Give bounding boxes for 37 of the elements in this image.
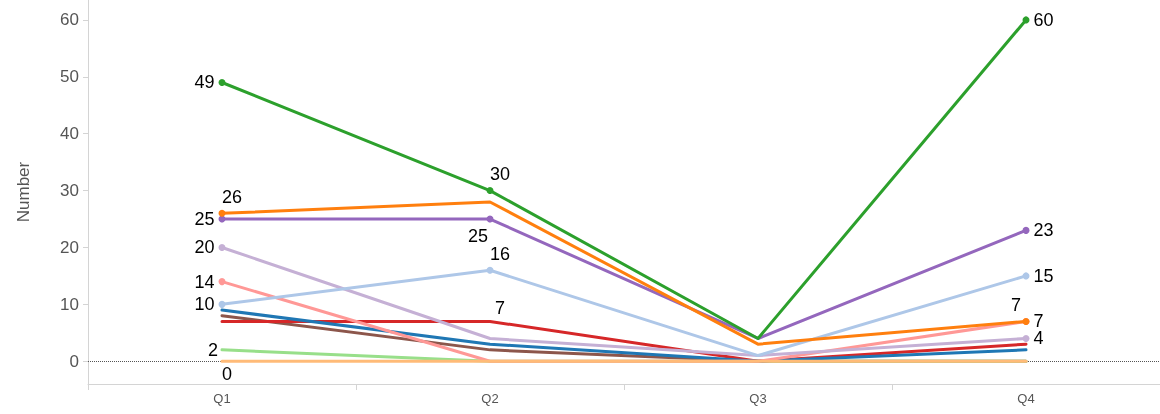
x-tick-label: Q4 bbox=[1017, 391, 1035, 406]
data-label: 30 bbox=[489, 164, 511, 185]
data-label: 0 bbox=[221, 364, 233, 385]
y-tick-label: 50 bbox=[60, 67, 79, 87]
point bbox=[218, 78, 226, 86]
point bbox=[218, 300, 226, 308]
data-label: 25 bbox=[194, 209, 215, 230]
x-tick-label: Q3 bbox=[749, 391, 767, 406]
data-label: 23 bbox=[1033, 220, 1054, 241]
point bbox=[218, 209, 226, 217]
data-label: 25 bbox=[467, 225, 489, 246]
point bbox=[1022, 334, 1030, 342]
data-label: 26 bbox=[221, 186, 243, 207]
y-tick-label: 0 bbox=[69, 351, 79, 371]
point bbox=[486, 266, 494, 274]
point bbox=[1022, 226, 1030, 234]
point bbox=[218, 278, 226, 286]
point bbox=[486, 187, 494, 195]
x-tick-label: Q2 bbox=[481, 391, 499, 406]
data-label: 10 bbox=[194, 294, 215, 315]
y-tick-label: 60 bbox=[60, 10, 79, 30]
data-label: 15 bbox=[1033, 265, 1054, 286]
point bbox=[218, 243, 226, 251]
x-tick-label: Q1 bbox=[213, 391, 231, 406]
data-label: 16 bbox=[489, 243, 511, 264]
data-label: 60 bbox=[1033, 9, 1054, 30]
data-label: 49 bbox=[194, 72, 215, 93]
data-label: 7 bbox=[1010, 294, 1022, 315]
data-label: 7 bbox=[494, 298, 506, 319]
data-label: 14 bbox=[194, 271, 215, 292]
y-tick-label: 30 bbox=[60, 181, 79, 201]
data-label: 2 bbox=[207, 339, 218, 360]
y-tick-label: 10 bbox=[60, 294, 79, 314]
y-tick-label: 20 bbox=[60, 237, 79, 257]
y-axis-title: Number bbox=[14, 161, 33, 223]
data-label: 20 bbox=[194, 237, 215, 258]
y-tick-label: 40 bbox=[60, 124, 79, 144]
